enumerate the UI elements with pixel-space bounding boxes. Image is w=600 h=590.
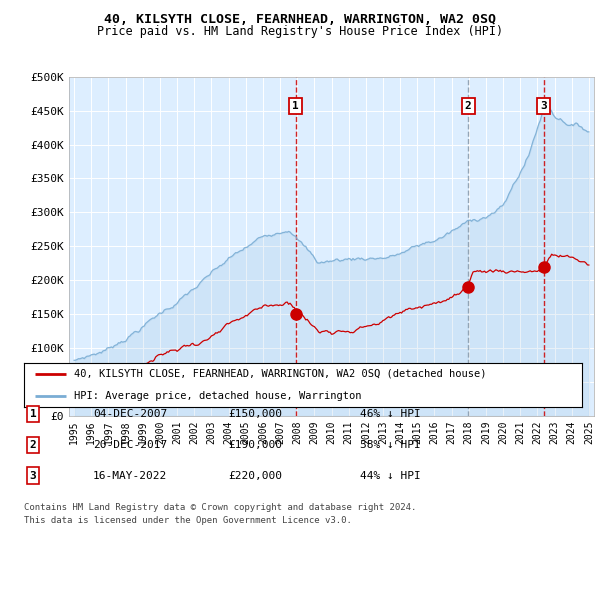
Text: Price paid vs. HM Land Registry's House Price Index (HPI): Price paid vs. HM Land Registry's House … bbox=[97, 25, 503, 38]
Text: 2: 2 bbox=[29, 440, 37, 450]
Text: Contains HM Land Registry data © Crown copyright and database right 2024.: Contains HM Land Registry data © Crown c… bbox=[24, 503, 416, 512]
Text: 2: 2 bbox=[464, 101, 472, 111]
Text: HPI: Average price, detached house, Warrington: HPI: Average price, detached house, Warr… bbox=[74, 391, 362, 401]
Text: 04-DEC-2007: 04-DEC-2007 bbox=[93, 409, 167, 419]
Text: 3: 3 bbox=[541, 101, 547, 111]
Text: 38% ↓ HPI: 38% ↓ HPI bbox=[360, 440, 421, 450]
Text: This data is licensed under the Open Government Licence v3.0.: This data is licensed under the Open Gov… bbox=[24, 516, 352, 525]
Text: 1: 1 bbox=[292, 101, 299, 111]
Text: £150,000: £150,000 bbox=[228, 409, 282, 419]
Text: 44% ↓ HPI: 44% ↓ HPI bbox=[360, 471, 421, 480]
Text: 40, KILSYTH CLOSE, FEARNHEAD, WARRINGTON, WA2 0SQ (detached house): 40, KILSYTH CLOSE, FEARNHEAD, WARRINGTON… bbox=[74, 369, 487, 379]
Text: 46% ↓ HPI: 46% ↓ HPI bbox=[360, 409, 421, 419]
Text: 16-MAY-2022: 16-MAY-2022 bbox=[93, 471, 167, 480]
Text: 3: 3 bbox=[29, 471, 37, 480]
Text: 1: 1 bbox=[29, 409, 37, 419]
Text: 40, KILSYTH CLOSE, FEARNHEAD, WARRINGTON, WA2 0SQ: 40, KILSYTH CLOSE, FEARNHEAD, WARRINGTON… bbox=[104, 13, 496, 26]
Text: £190,000: £190,000 bbox=[228, 440, 282, 450]
Text: 20-DEC-2017: 20-DEC-2017 bbox=[93, 440, 167, 450]
Text: £220,000: £220,000 bbox=[228, 471, 282, 480]
